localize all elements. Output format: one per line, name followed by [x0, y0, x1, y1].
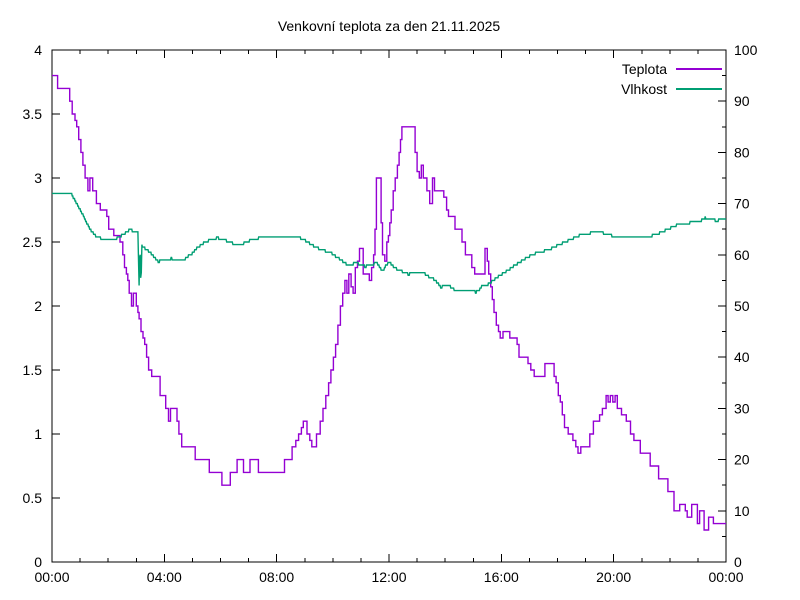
- humidity-series: [52, 192, 726, 294]
- chart-title: Venkovní teplota za den 21.11.2025: [277, 18, 501, 34]
- x-tick-label: 16:00: [484, 569, 519, 585]
- y-right-tick-label: 90: [734, 93, 750, 109]
- x-tick-label: 04:00: [147, 569, 182, 585]
- y-left-tick-label: 1: [34, 426, 42, 442]
- y-left-tick-label: 2: [34, 298, 42, 314]
- y-right-tick-label: 30: [734, 400, 750, 416]
- y-left-tick-label: 0: [34, 554, 42, 570]
- y-left-tick-label: 0.5: [23, 490, 43, 506]
- legend: Teplota Vlhkost: [621, 59, 722, 99]
- temperature-series: [52, 74, 726, 531]
- y-left-tick-label: 3.5: [23, 106, 43, 122]
- legend-line-vlhkost-icon: [676, 88, 722, 90]
- y-right-tick-label: 60: [734, 247, 750, 263]
- plot-border: [51, 49, 727, 563]
- x-tick-label: 00:00: [34, 569, 69, 585]
- x-tick-label: 08:00: [259, 569, 294, 585]
- y-right-tick-label: 100: [734, 42, 758, 58]
- legend-line-teplota-icon: [676, 68, 722, 70]
- y-right-tick-label: 20: [734, 452, 750, 468]
- y-right-tick-label: 40: [734, 349, 750, 365]
- y-left-tick-label: 1.5: [23, 362, 43, 378]
- y-right-tick-label: 10: [734, 503, 750, 519]
- y-right-tick-label: 80: [734, 144, 750, 160]
- legend-item-teplota: Teplota: [621, 59, 722, 79]
- legend-item-vlhkost: Vlhkost: [621, 79, 722, 99]
- y-right-tick-label: 50: [734, 298, 750, 314]
- y-left-tick-label: 4: [34, 42, 42, 58]
- legend-label-teplota: Teplota: [621, 61, 667, 77]
- legend-label-vlhkost: Vlhkost: [621, 81, 667, 97]
- x-tick-label: 12:00: [371, 569, 406, 585]
- x-tick-label: 00:00: [708, 569, 743, 585]
- y-left-tick-label: 3: [34, 170, 42, 186]
- y-left-tick-label: 2.5: [23, 234, 43, 250]
- y-right-tick-label: 0: [734, 554, 742, 570]
- x-tick-label: 20:00: [596, 569, 631, 585]
- y-right-tick-label: 70: [734, 196, 750, 212]
